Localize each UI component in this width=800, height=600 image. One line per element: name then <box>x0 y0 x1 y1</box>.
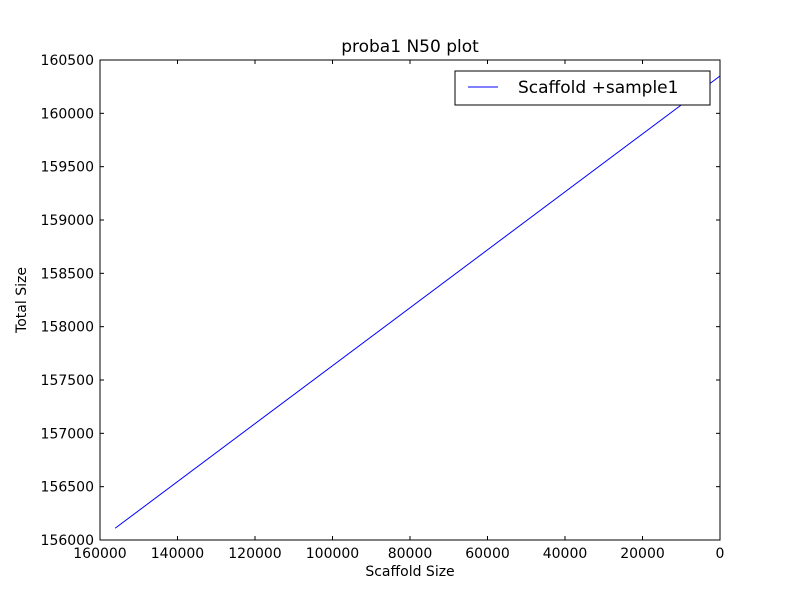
y-axis-label: Total Size <box>14 267 30 334</box>
y-tick-label: 159500 <box>41 160 94 176</box>
y-tick-label: 160000 <box>41 106 94 122</box>
x-tick-label: 0 <box>716 546 725 562</box>
series-layer <box>114 75 721 529</box>
y-tick-label: 156000 <box>41 533 94 549</box>
plot-area: 160000 140000 120000 100000 80000 60000 40000 2… <box>41 53 725 562</box>
x-tick-label: 60000 <box>465 546 510 562</box>
x-tick-label: 120000 <box>228 546 281 562</box>
axes-frame <box>99 59 721 541</box>
chart-title: proba1 N50 plot <box>341 37 479 57</box>
legend: Scaffold +sample1 <box>454 70 711 106</box>
x-tick-label: 80000 <box>388 546 433 562</box>
legend-box <box>454 70 711 106</box>
series-line-0 <box>114 75 721 529</box>
y-tick-label: 159000 <box>41 213 94 229</box>
legend-entry-label: Scaffold +sample1 <box>518 78 678 98</box>
y-tick-label: 158000 <box>41 320 94 336</box>
y-tick-label: 160500 <box>41 53 94 69</box>
x-tick-label: 160000 <box>73 546 126 562</box>
x-tick-label: 20000 <box>620 546 665 562</box>
y-tick-label: 157000 <box>41 426 94 442</box>
y-tick-label: 158500 <box>41 266 94 282</box>
axes-background <box>100 60 720 540</box>
tick-layer: 160000 140000 120000 100000 80000 60000 40000 2… <box>41 53 725 562</box>
y-tick-label: 157500 <box>41 373 94 389</box>
y-tick-label: 156500 <box>41 480 94 496</box>
x-tick-label: 100000 <box>306 546 359 562</box>
x-tick-label: 40000 <box>543 546 588 562</box>
x-tick-label: 140000 <box>151 546 204 562</box>
x-axis-label: Scaffold Size <box>365 564 454 580</box>
